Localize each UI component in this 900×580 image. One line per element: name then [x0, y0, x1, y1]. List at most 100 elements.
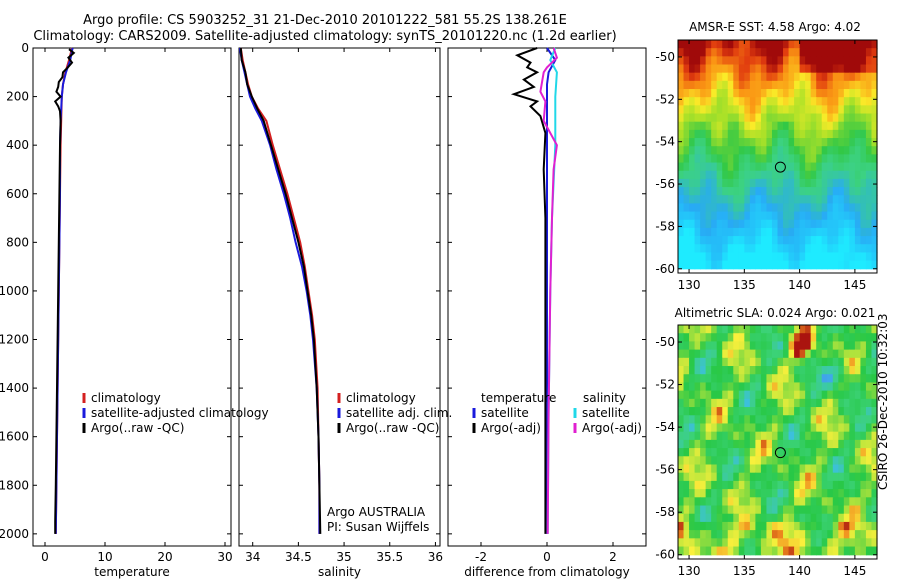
map-cell: [705, 530, 712, 539]
map-cell: [854, 129, 862, 139]
map-cell: [832, 72, 839, 82]
map-cell: [799, 252, 806, 262]
map-cell: [871, 48, 878, 57]
map-cell: [744, 244, 751, 254]
map-cell: [678, 390, 685, 400]
map-cell: [694, 538, 701, 548]
map-cell: [705, 48, 712, 57]
map-cell: [722, 260, 729, 270]
map-cell: [865, 439, 873, 449]
map-cell: [755, 121, 762, 131]
map-cell: [678, 162, 685, 172]
map-cell: [794, 72, 801, 82]
map-cell: [783, 341, 790, 351]
map-cell: [827, 211, 834, 221]
plot-frame: [32, 47, 232, 547]
map-cell: [755, 349, 762, 359]
map-cell: [755, 366, 762, 375]
map-cell: [788, 366, 795, 375]
map-cell: [860, 105, 867, 115]
map-cell: [832, 195, 839, 204]
map-cell: [771, 415, 779, 425]
map-cell: [794, 244, 801, 254]
map-cell: [827, 489, 834, 498]
map-cell: [871, 472, 878, 482]
map-cell: [832, 56, 839, 66]
map-cell: [788, 146, 795, 155]
map-cell: [783, 105, 790, 115]
map-cell: [783, 325, 790, 334]
map-cell: [705, 40, 712, 49]
map-cell: [727, 227, 734, 237]
map-cell: [849, 333, 856, 343]
figure-title-line2: Climatology: CARS2009. Satellite-adjuste…: [33, 29, 617, 44]
map-cell: [755, 129, 762, 139]
map-cell: [760, 480, 768, 490]
map-cell: [689, 415, 696, 425]
map-cell: [678, 333, 685, 343]
map-cell: [771, 178, 779, 188]
map-cell: [871, 97, 878, 106]
map-cell: [843, 162, 850, 172]
map-cell: [771, 390, 779, 400]
map-cell: [865, 260, 873, 270]
map-cell: [711, 260, 718, 270]
map-cell: [700, 325, 707, 334]
map-cell: [722, 415, 729, 425]
map-cell: [865, 407, 873, 416]
map-cell: [683, 219, 690, 229]
map-cell: [744, 121, 751, 131]
legend-group-title: salinity: [583, 391, 626, 405]
map-cell: [700, 489, 707, 498]
map-cell: [749, 431, 756, 441]
map-cell: [843, 456, 850, 466]
map-cell: [827, 374, 834, 384]
map-cell: [799, 374, 806, 384]
map-cell: [860, 513, 867, 523]
map-cell: [722, 97, 729, 106]
map-cell: [722, 357, 729, 367]
map-cell: [716, 40, 723, 49]
map-cell: [810, 423, 817, 433]
map-cell: [716, 64, 723, 74]
map-cell: [860, 219, 867, 229]
map-cell: [716, 357, 723, 367]
map-cell: [821, 187, 828, 196]
map-cell: [733, 80, 740, 90]
map-cell: [827, 138, 834, 147]
map-cell: [827, 80, 834, 90]
map-cell: [722, 64, 729, 74]
map-cell: [755, 48, 762, 57]
map-cell: [678, 129, 685, 139]
map-cell: [827, 187, 834, 196]
map-cell: [838, 480, 845, 490]
map-cell: [749, 333, 756, 343]
map-cell: [722, 138, 729, 147]
map-cell: [805, 162, 812, 172]
map-cell: [871, 439, 878, 449]
map-cell: [749, 72, 756, 82]
map-cell: [854, 448, 862, 457]
map-cell: [705, 456, 712, 466]
map-cell: [777, 464, 784, 474]
map-cell: [810, 211, 817, 221]
map-cell: [766, 530, 773, 539]
map-cell: [827, 146, 834, 155]
map-cell: [827, 236, 834, 245]
map-cell: [705, 448, 712, 457]
map-cell: [871, 227, 878, 237]
map-cell: [810, 382, 817, 392]
map-cell: [749, 341, 756, 351]
map-cell: [799, 333, 806, 343]
map-cell: [777, 423, 784, 433]
map-cell: [716, 407, 723, 416]
map-cell: [683, 129, 690, 139]
map-cell: [744, 154, 751, 164]
map-cell: [832, 546, 839, 556]
map-cell: [805, 178, 812, 188]
map-cell: [694, 178, 701, 188]
map-cell: [700, 211, 707, 221]
map-cell: [727, 162, 734, 172]
map-cell: [749, 439, 756, 449]
